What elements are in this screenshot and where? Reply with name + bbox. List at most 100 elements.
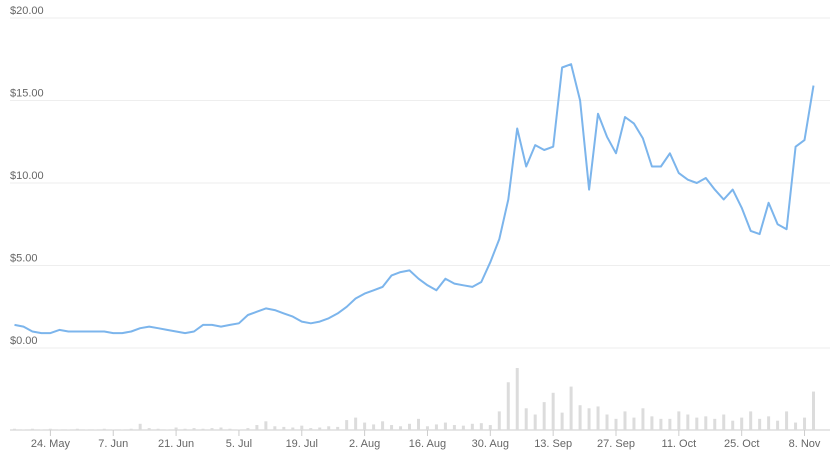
volume-bar [686, 414, 690, 430]
volume-bar [623, 411, 627, 430]
volume-bar [812, 391, 816, 430]
y-tick-label: $20.00 [10, 5, 44, 17]
volume-bar [695, 417, 699, 430]
volume-bar [515, 368, 519, 430]
volume-bar [219, 427, 223, 430]
volume-bar [587, 408, 591, 430]
volume-bar [165, 429, 169, 430]
volume-bar [542, 402, 546, 430]
volume-bar [578, 405, 582, 430]
volume-bar [632, 417, 636, 430]
y-tick-label: $5.00 [10, 252, 38, 264]
x-tick-label: 30. Aug [472, 438, 509, 450]
volume-bar [30, 428, 34, 430]
x-tick-label: 2. Aug [349, 438, 380, 450]
volume-bar [524, 408, 528, 430]
volume-bar [758, 418, 762, 430]
volume-bar [147, 428, 151, 430]
volume-bar [327, 426, 331, 430]
volume-bar [569, 386, 573, 430]
volume-bar [551, 392, 555, 430]
volume-bar [129, 428, 133, 430]
volume-bar [156, 428, 160, 430]
volume-bar [452, 425, 456, 430]
volume-bar [120, 429, 124, 430]
volume-bar [390, 425, 394, 430]
volume-bar [434, 424, 438, 430]
volume-bar [399, 426, 403, 430]
volume-bar [84, 429, 88, 430]
volume-bar [57, 429, 61, 430]
y-tick-label: $15.00 [10, 87, 44, 99]
volume-bar [470, 423, 474, 430]
volume-bar [614, 418, 618, 430]
volume-bar [425, 426, 429, 430]
volume-bar [102, 428, 106, 430]
x-tick-label: 7. Jun [98, 438, 128, 450]
volume-bar [75, 428, 79, 430]
volume-bar [506, 382, 510, 430]
volume-bar [596, 406, 600, 430]
volume-bar [291, 427, 295, 430]
volume-bar [776, 420, 780, 430]
volume-bar [659, 418, 663, 430]
volume-bar [749, 411, 753, 430]
x-tick-label: 21. Jun [158, 438, 194, 450]
volume-bar [650, 416, 654, 430]
volume-bar [12, 428, 16, 430]
volume-bar [408, 423, 412, 430]
volume-bar [416, 418, 420, 430]
x-tick-label: 27. Sep [597, 438, 635, 450]
volume-bar [803, 417, 807, 430]
x-tick-label: 24. May [31, 438, 71, 450]
volume-bar [21, 429, 25, 430]
volume-bar [39, 429, 43, 430]
volume-bar [273, 426, 277, 430]
volume-bar [533, 414, 537, 430]
volume-bar [345, 420, 349, 430]
volume-bar [183, 428, 187, 430]
volume-bar [201, 428, 205, 430]
volume-bar [255, 425, 259, 430]
volume-bar [246, 428, 250, 430]
volume-bar [48, 428, 52, 430]
volume-bar [228, 428, 232, 430]
volume-bar [363, 422, 367, 430]
volume-bar [461, 425, 465, 430]
volume-bar [605, 414, 609, 430]
volume-bar [704, 416, 708, 430]
volume-bar [641, 408, 645, 430]
volume-bar [354, 417, 358, 430]
volume-bar [210, 428, 214, 430]
x-tick-label: 13. Sep [534, 438, 572, 450]
volume-bar [309, 428, 313, 430]
volume-bar [443, 422, 447, 430]
volume-bar [192, 428, 196, 430]
volume-bar [488, 425, 492, 430]
x-tick-label: 16. Aug [409, 438, 446, 450]
volume-bar [174, 427, 178, 430]
volume-bar [282, 426, 286, 430]
volume-bar [794, 422, 798, 430]
price-line [14, 63, 815, 335]
volume-bar [722, 414, 726, 430]
volume-bar [318, 427, 322, 430]
volume-bar [300, 425, 304, 430]
volume-bar [713, 418, 717, 430]
volume-bar [138, 423, 142, 430]
x-tick-label: 25. Oct [724, 438, 759, 450]
volume-bar [767, 416, 771, 430]
volume-bar [479, 423, 483, 430]
volume-bar [237, 429, 241, 430]
volume-bar [336, 426, 340, 430]
volume-bar [731, 420, 735, 430]
volume-bar [497, 411, 501, 430]
volume-bar [785, 411, 789, 430]
y-tick-label: $10.00 [10, 170, 44, 182]
volume-bar [93, 429, 97, 430]
volume-bar [66, 429, 70, 430]
x-tick-label: 11. Oct [662, 438, 697, 450]
volume-bar [381, 421, 385, 430]
volume-bar [372, 424, 376, 430]
